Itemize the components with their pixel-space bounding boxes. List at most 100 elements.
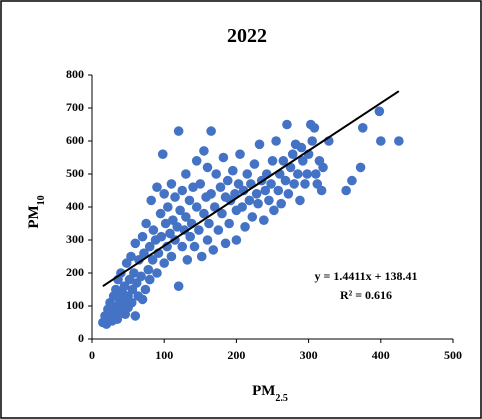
scatter-point (165, 228, 175, 239)
scatter-point (202, 235, 213, 245)
scatter-point (152, 268, 162, 278)
scatter-point (282, 119, 292, 130)
scatter-point (283, 189, 294, 199)
scatter-point (307, 136, 318, 146)
scatter-point (136, 271, 146, 282)
scatter-point (264, 195, 274, 206)
scatter-point (259, 215, 269, 225)
scatter-point (347, 175, 357, 186)
scatter-point (177, 241, 188, 252)
scatter-point (341, 185, 351, 196)
scatter-point (181, 169, 191, 179)
scatter-point (148, 225, 159, 235)
scatter-point (273, 185, 284, 196)
scatter-point (222, 175, 233, 186)
scatter-point (202, 162, 213, 173)
scatter-point (287, 149, 298, 159)
scatter-point (134, 254, 144, 265)
scatter-point (230, 189, 240, 199)
scatter-point (182, 254, 193, 265)
scatter-point (199, 146, 209, 156)
scatter-point (260, 185, 271, 196)
scatter-point (152, 182, 162, 192)
scatter-point (137, 294, 148, 305)
y-tick-label: 0 (78, 331, 84, 345)
chart-title: 2022 (227, 25, 267, 47)
x-tick-label: 500 (444, 348, 462, 362)
scatter-point (166, 251, 177, 262)
scatter-point (269, 205, 279, 216)
scatter-point (249, 159, 260, 169)
scatter-point (213, 225, 224, 235)
scatter-point (146, 195, 157, 206)
scatter-point (194, 225, 204, 235)
scatter-point (179, 225, 190, 235)
scatter-point (130, 311, 141, 321)
scatter-point (292, 169, 303, 179)
scatter-point (211, 169, 221, 179)
x-axis-label: PM2.5 (252, 383, 288, 404)
scatter-point (163, 202, 173, 212)
scatter-point (185, 231, 195, 242)
scatter-point (296, 142, 307, 153)
scatter-point (309, 123, 320, 133)
scatter-point (251, 189, 262, 199)
y-axis-label: PM10 (26, 195, 47, 228)
scatter-point (156, 231, 167, 242)
scatter-point (289, 179, 299, 189)
scatter-point (130, 238, 141, 249)
scatter-point (112, 314, 123, 325)
scatter-point (162, 241, 172, 252)
x-tick-label: 0 (89, 348, 95, 362)
scatter-point (311, 169, 321, 179)
scatter-point (144, 241, 155, 252)
scatter-point (298, 156, 308, 166)
scatter-point (199, 208, 209, 219)
scatter-point (215, 182, 226, 192)
scatter-point (166, 179, 177, 189)
scatter-point (159, 189, 169, 199)
scatter-point (170, 192, 180, 202)
scatter-point (240, 222, 250, 232)
scatter-point (231, 235, 242, 245)
y-tick-label: 200 (66, 265, 84, 279)
scatter-point (204, 218, 214, 229)
scatter-point (126, 297, 137, 308)
scatter-point (224, 218, 234, 229)
scatter-point (300, 179, 310, 189)
scatter-point (173, 281, 184, 292)
scatter-point (217, 208, 227, 219)
scatter-point (175, 205, 185, 216)
scatter-point (119, 281, 130, 292)
scatter-point (227, 165, 238, 176)
scatter-point (126, 251, 136, 262)
scatter-point (177, 185, 188, 196)
scatter-point (218, 152, 229, 163)
trendline (102, 90, 400, 288)
scatter-point (253, 198, 263, 209)
scatter-point (147, 254, 158, 265)
scatter-point (244, 195, 255, 206)
scatter-point (266, 179, 276, 189)
scatter-point (316, 185, 327, 196)
scatter-point (139, 248, 149, 258)
x-tick-label: 400 (372, 348, 390, 362)
scatter-point (141, 218, 151, 229)
scatter-point (143, 264, 154, 275)
scatter-point (209, 202, 220, 212)
scatter-point (394, 136, 404, 146)
scatter-point (188, 182, 198, 192)
scatter-point (159, 258, 169, 268)
scatter-point (140, 284, 151, 295)
scatter-point (271, 136, 281, 146)
y-tick-label: 600 (66, 133, 84, 147)
scatter-point (235, 149, 245, 159)
scatter-point (295, 195, 305, 206)
trendline-r2: R² = 0.616 (340, 288, 392, 302)
scatter-point (247, 212, 258, 222)
y-label-main: PM (26, 205, 42, 228)
scatter-point (206, 189, 216, 199)
scatter-point (137, 231, 148, 242)
scatter-point (220, 238, 231, 249)
